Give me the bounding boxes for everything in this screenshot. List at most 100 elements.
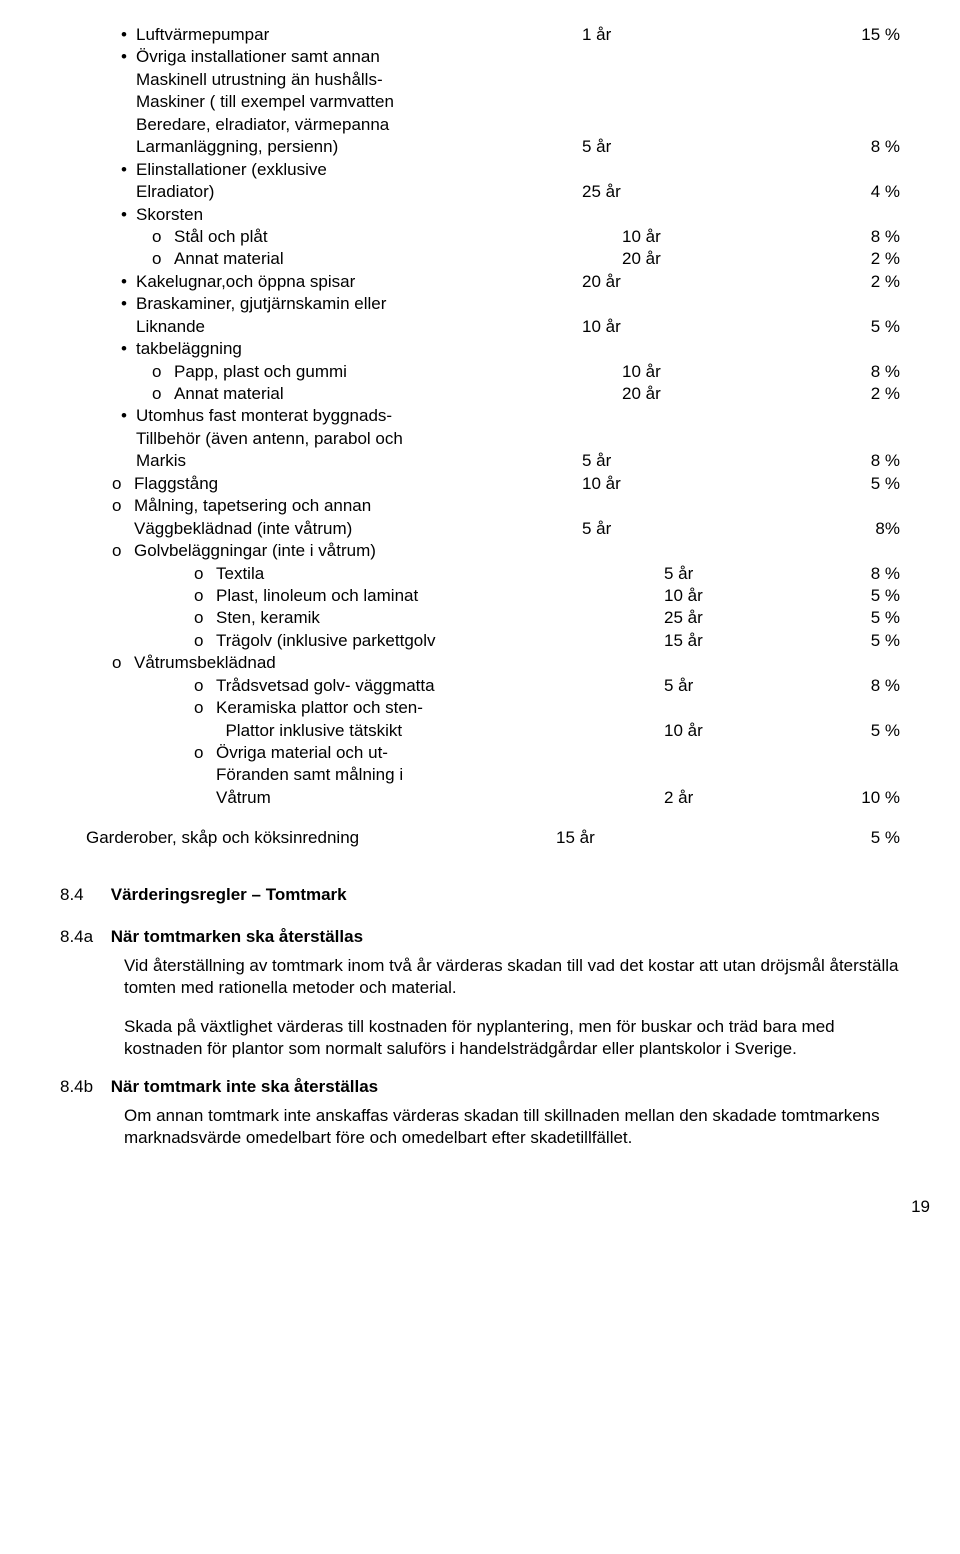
circle-icon: o	[194, 742, 216, 764]
bullet-icon: •	[112, 271, 136, 293]
item-label: Plast, linoleum och laminat	[216, 586, 418, 605]
paragraph: Vid återställning av tomtmark inom två å…	[124, 955, 900, 1000]
col-age: 5 år	[582, 518, 712, 540]
item-label: Elinstallationer (exklusive	[136, 160, 327, 179]
col-age: 10 år	[622, 226, 752, 248]
list-item: •Luftvärmepumpar 1 år 15 %	[60, 24, 900, 46]
col-pct: 5 %	[794, 630, 900, 652]
bullet-icon: •	[112, 46, 136, 68]
circle-icon: o	[194, 563, 216, 585]
list-item: oÖvriga material och ut-	[60, 742, 900, 764]
col-age: 20 år	[622, 248, 752, 270]
list-item: Markis5 år8 %	[60, 450, 900, 472]
col-pct: 2 %	[752, 383, 900, 405]
page-number: 19	[60, 1196, 930, 1218]
col-pct: 5 %	[686, 827, 900, 849]
item-label: Sten, keramik	[216, 608, 320, 627]
list-item: Maskinell utrustning än hushålls-	[60, 69, 900, 91]
list-item: oTextila 5 år8 %	[60, 563, 900, 585]
col-age: 2 år	[664, 787, 794, 809]
section-title: När tomtmark inte ska återställas	[111, 1077, 378, 1096]
item-label: Tillbehör (även antenn, parabol och	[136, 429, 403, 448]
item-label: Kakelugnar,och öppna spisar	[136, 272, 355, 291]
list-item: Larmanläggning, persienn)5 år8 %	[60, 136, 900, 158]
col-pct: 10 %	[794, 787, 900, 809]
valuation-list: •Luftvärmepumpar 1 år 15 % •Övriga insta…	[60, 24, 900, 850]
bullet-icon: •	[112, 338, 136, 360]
item-label: Luftvärmepumpar	[136, 25, 269, 44]
item-label: Garderober, skåp och köksinredning	[86, 828, 359, 847]
col-pct: 8 %	[752, 361, 900, 383]
item-label: Liknande	[136, 317, 205, 336]
col-age: 20 år	[582, 271, 712, 293]
circle-icon: o	[112, 473, 134, 495]
col-age: 10 år	[664, 720, 794, 742]
col-pct: 8 %	[794, 563, 900, 585]
list-item: •Skorsten	[60, 204, 900, 226]
list-item: oStål och plåt10 år8 %	[60, 226, 900, 248]
col-age: 25 år	[664, 607, 794, 629]
circle-icon: o	[152, 361, 174, 383]
paragraph: Om annan tomtmark inte anskaffas värdera…	[124, 1105, 900, 1150]
list-item: •Elinstallationer (exklusive	[60, 159, 900, 181]
item-label: Övriga material och ut-	[216, 743, 388, 762]
circle-icon: o	[112, 652, 134, 674]
col-pct: 15 %	[712, 24, 900, 46]
item-label: Plattor inklusive tätskikt	[225, 721, 402, 740]
list-item: Tillbehör (även antenn, parabol och	[60, 428, 900, 450]
section-84a: 8.4a När tomtmarken ska återställas Vid …	[60, 926, 900, 1060]
list-item: Liknande10 år5 %	[60, 316, 900, 338]
item-label: Stål och plåt	[174, 227, 268, 246]
item-label: Maskinell utrustning än hushålls-	[136, 70, 383, 89]
col-age: 25 år	[582, 181, 712, 203]
section-84b: 8.4b När tomtmark inte ska återställas O…	[60, 1076, 900, 1149]
item-label: Elradiator)	[136, 182, 214, 201]
item-label: Beredare, elradiator, värmepanna	[136, 115, 389, 134]
col-age: 5 år	[582, 450, 712, 472]
col-age: 5 år	[664, 563, 794, 585]
item-label: Textila	[216, 564, 264, 583]
list-item: Garderober, skåp och köksinredning 15 år5…	[60, 827, 900, 849]
item-label: Våtrumsbeklädnad	[134, 653, 276, 672]
col-age: 15 år	[556, 827, 686, 849]
col-age: 10 år	[664, 585, 794, 607]
bullet-icon: •	[112, 159, 136, 181]
col-age: 5 år	[664, 675, 794, 697]
item-label: Larmanläggning, persienn)	[136, 137, 338, 156]
col-pct: 8 %	[794, 675, 900, 697]
item-label: Keramiska plattor och sten-	[216, 698, 423, 717]
list-item: •Braskaminer, gjutjärnskamin eller	[60, 293, 900, 315]
list-item: Maskiner ( till exempel varmvatten	[60, 91, 900, 113]
list-item: Föranden samt målning i	[60, 764, 900, 786]
item-label: Föranden samt målning i	[216, 765, 403, 784]
circle-icon: o	[194, 630, 216, 652]
col-pct: 2 %	[752, 248, 900, 270]
bullet-icon: •	[112, 293, 136, 315]
item-label: Annat material	[174, 249, 284, 268]
list-item: Plattor inklusive tätskikt 10 år 5 %	[60, 720, 900, 742]
col-pct: 5 %	[794, 720, 900, 742]
circle-icon: o	[194, 675, 216, 697]
item-label: Papp, plast och gummi	[174, 362, 347, 381]
section-title: När tomtmarken ska återställas	[111, 927, 363, 946]
list-item: oGolvbeläggningar (inte i våtrum)	[60, 540, 900, 562]
circle-icon: o	[152, 226, 174, 248]
col-age: 20 år	[622, 383, 752, 405]
col-pct: 5 %	[794, 585, 900, 607]
list-item: oTrådsvetsad golv- väggmatta 5 år8 %	[60, 675, 900, 697]
item-label: Golvbeläggningar (inte i våtrum)	[134, 541, 376, 560]
section-number: 8.4b	[60, 1076, 106, 1098]
col-pct: 8%	[712, 518, 900, 540]
item-label: Våtrum	[216, 788, 271, 807]
list-item: oAnnat material20 år2 %	[60, 383, 900, 405]
col-pct: 5 %	[712, 316, 900, 338]
list-item: •Utomhus fast monterat byggnads-	[60, 405, 900, 427]
item-label: Trådsvetsad golv- väggmatta	[216, 676, 435, 695]
item-label: Väggbeklädnad (inte våtrum)	[134, 519, 352, 538]
paragraph: Skada på växtlighet värderas till kostna…	[124, 1016, 900, 1061]
list-item: oFlaggstång10 år5 %	[60, 473, 900, 495]
item-label: Trägolv (inklusive parkettgolv	[216, 631, 436, 650]
list-item: oMålning, tapetsering och annan	[60, 495, 900, 517]
list-item: Elradiator)25 år4 %	[60, 181, 900, 203]
item-label: Målning, tapetsering och annan	[134, 496, 371, 515]
